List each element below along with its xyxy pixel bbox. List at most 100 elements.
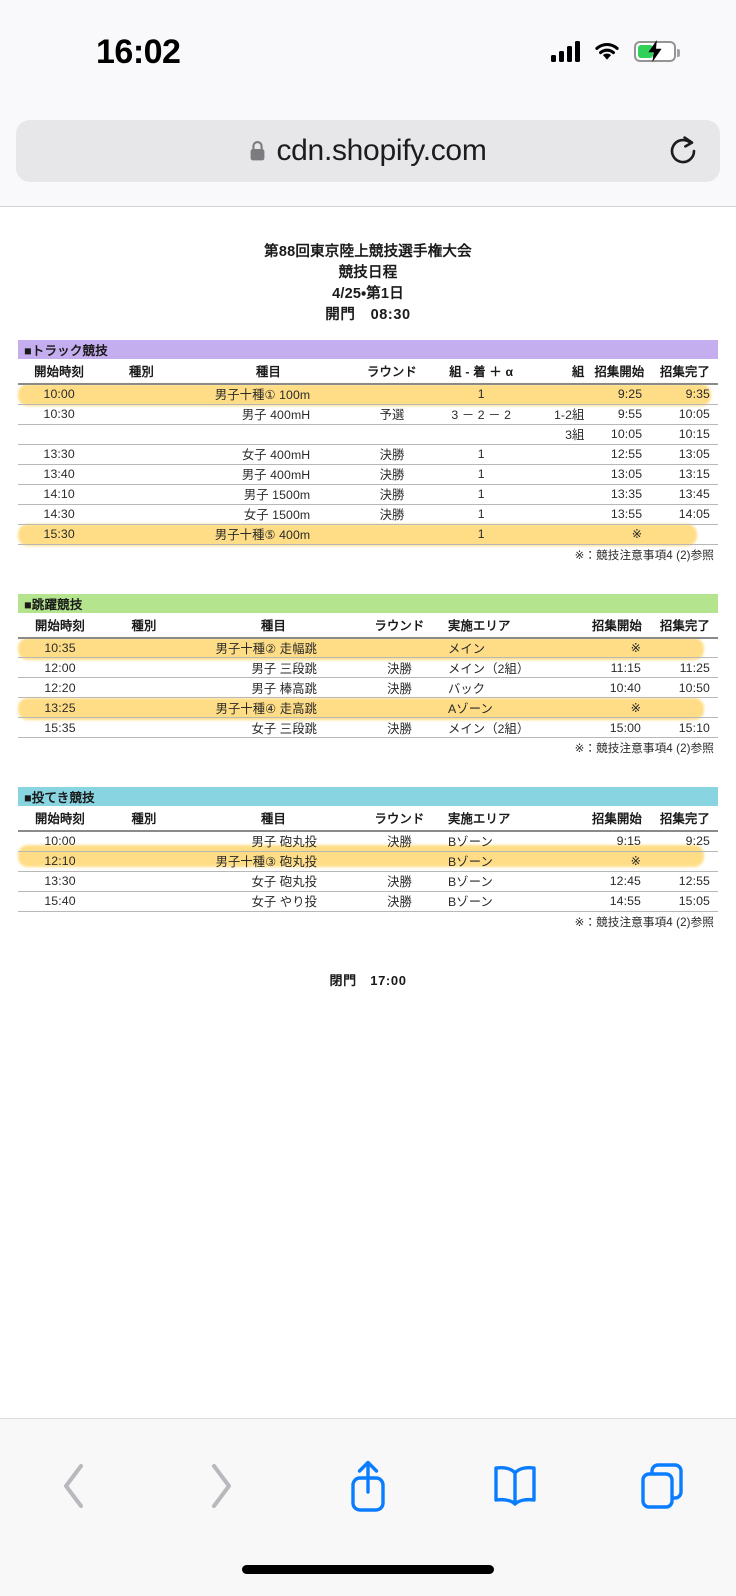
table-header-row: 開始時刻 種別 種目 ラウンド 実施エリア 招集開始 招集完了: [18, 806, 718, 832]
cell-category: [102, 831, 186, 852]
throw-schedule-table: 開始時刻 種別 種目 ラウンド 実施エリア 招集開始 招集完了 10:00: [18, 806, 718, 912]
table-header-row: 開始時刻 種別 種目 ラウンド 組 - 着 ＋ α 組 招集開始 招集完了: [18, 359, 718, 385]
share-button[interactable]: [294, 1445, 441, 1531]
document-header: 第88回東京陸上競技選手権大会 競技日程 4/25・第1日 開門 08:30: [0, 208, 736, 326]
cell-start-time: 10:00: [18, 384, 101, 405]
cell-event: 男子 棒高跳: [186, 677, 361, 698]
table-row: 10:00 男子十種① 100m 1 9:25 9:35: [18, 384, 718, 405]
cell-start-time: 14:10: [18, 484, 101, 505]
cell-category: [100, 504, 183, 525]
col-event: 種目: [186, 612, 361, 639]
cell-area: Bゾーン: [438, 871, 592, 892]
table-row: 12:20 男子 棒高跳 決勝 バック 10:40 10:50: [18, 677, 718, 698]
col-category: 種別: [102, 612, 186, 639]
cell-start-time: 12:20: [18, 677, 102, 698]
cell-round: 決勝: [354, 444, 430, 465]
cell-heat: [532, 464, 595, 485]
cell-category: [100, 464, 183, 485]
reload-icon[interactable]: [668, 135, 698, 167]
col-call-start: 招集開始: [592, 806, 655, 832]
col-event: 種目: [182, 359, 355, 385]
cell-category: [102, 717, 186, 738]
lightning-bolt-icon: [648, 40, 662, 62]
cell-call-end: 13:05: [656, 444, 718, 465]
cell-area: メイン: [438, 637, 592, 658]
forward-button[interactable]: [147, 1445, 294, 1531]
table-row: 13:40 男子 400mH 決勝 1 13:05 13:15: [18, 464, 718, 485]
cell-round: 決勝: [361, 677, 438, 698]
cell-call-start: 13:55: [594, 504, 657, 525]
cell-call-start: ※: [592, 637, 655, 658]
cell-event: [182, 424, 355, 445]
col-start-time: 開始時刻: [18, 612, 102, 639]
cell-call-end: [656, 524, 718, 545]
forward-chevron-icon: [206, 1461, 236, 1516]
web-page-viewport[interactable]: 第88回東京陸上競技選手権大会 競技日程 4/25・第1日 開門 08:30 ■…: [0, 208, 736, 1408]
cell-category: [102, 677, 186, 698]
cell-event: 男子 1500m: [182, 484, 355, 505]
col-round: ラウンド: [354, 359, 430, 385]
col-category: 種別: [100, 359, 183, 385]
cell-round: 決勝: [361, 657, 438, 678]
cell-area: Bゾーン: [438, 891, 592, 912]
section-footnote: ※：競技注意事項4 (2)参照: [574, 915, 714, 929]
table-row: 12:00 男子 三段跳 決勝 メイン（2組） 11:15 11:25: [18, 657, 718, 678]
col-start-time: 開始時刻: [18, 359, 101, 385]
cell-category: [102, 851, 186, 872]
tabs-button[interactable]: [589, 1445, 736, 1531]
cell-start-time: 13:30: [18, 444, 101, 465]
home-indicator[interactable]: [242, 1565, 494, 1574]
table-header-row: 開始時刻 種別 種目 ラウンド 実施エリア 招集開始 招集完了: [18, 612, 718, 639]
cell-start-time: [18, 424, 101, 445]
cell-area: Bゾーン: [438, 851, 592, 872]
gate-close-time: 閉門 17:00: [329, 972, 407, 988]
cell-round: 決勝: [361, 871, 438, 892]
cell-round: 決勝: [361, 717, 438, 738]
cell-round: [354, 384, 430, 405]
cell-heat-place: 1: [429, 504, 533, 525]
bookmarks-button[interactable]: [442, 1445, 589, 1531]
tabs-icon: [638, 1461, 686, 1516]
cell-call-start: 13:05: [594, 464, 657, 485]
cell-call-start: 9:55: [594, 404, 657, 425]
cell-call-end: 10:50: [655, 677, 718, 698]
cell-call-end: 15:05: [655, 891, 718, 912]
table-row: 15:30 男子十種⑤ 400m 1 ※: [18, 524, 718, 545]
table-row: 10:00 男子 砲丸投 決勝 Bゾーン 9:15 9:25: [18, 831, 718, 852]
cell-event: 女子 1500m: [182, 504, 355, 525]
cell-start-time: 12:10: [18, 851, 102, 872]
cell-heat: [532, 444, 595, 465]
col-call-end: 招集完了: [655, 612, 718, 639]
cell-call-end: [655, 697, 718, 718]
col-start-time: 開始時刻: [18, 806, 102, 832]
document-title: 第88回東京陸上競技選手権大会: [264, 244, 472, 260]
cell-round: [354, 524, 430, 545]
cell-area: メイン（2組）: [438, 717, 592, 738]
section-throw: ■投てき競技 開始時刻 種別 種目 ラウンド 実施: [18, 787, 718, 930]
col-call-end: 招集完了: [655, 806, 718, 832]
cell-start-time: 14:30: [18, 504, 101, 525]
cell-start-time: 15:35: [18, 717, 102, 738]
cell-start-time: 13:30: [18, 871, 102, 892]
cell-category: [100, 524, 183, 545]
table-row: 12:10 男子十種③ 砲丸投 Bゾーン ※: [18, 851, 718, 872]
cell-round: 決勝: [354, 464, 430, 485]
address-bar[interactable]: cdn.shopify.com: [16, 120, 720, 182]
cell-heat-place: 1: [429, 464, 533, 485]
back-button[interactable]: [0, 1445, 147, 1531]
cell-heat: [532, 384, 595, 405]
url-text: cdn.shopify.com: [276, 134, 487, 167]
cell-event: 女子 400mH: [182, 444, 355, 465]
cell-start-time: 10:00: [18, 831, 102, 852]
cell-call-end: 13:45: [656, 484, 718, 505]
table-row: 10:30 男子 400mH 予選 3 － 2 － 2 1-2組 9:55 10…: [18, 404, 718, 425]
back-chevron-icon: [59, 1461, 89, 1516]
browser-url-bar-container: cdn.shopify.com: [0, 104, 736, 207]
cell-round: 決勝: [361, 831, 438, 852]
battery-charging-icon: [634, 40, 680, 62]
cell-event: 男子十種① 100m: [182, 384, 355, 405]
cell-round: [354, 424, 430, 445]
col-call-start: 招集開始: [592, 612, 655, 639]
cell-heat-place: [429, 424, 533, 445]
